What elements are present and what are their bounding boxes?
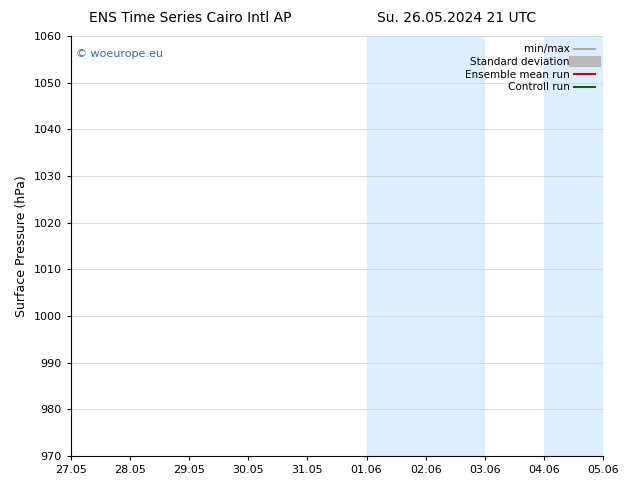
Text: © woeurope.eu: © woeurope.eu <box>76 49 163 59</box>
Text: Su. 26.05.2024 21 UTC: Su. 26.05.2024 21 UTC <box>377 11 536 25</box>
Bar <box>366 36 485 456</box>
Legend: min/max, Standard deviation, Ensemble mean run, Controll run: min/max, Standard deviation, Ensemble me… <box>462 41 598 96</box>
Y-axis label: Surface Pressure (hPa): Surface Pressure (hPa) <box>15 175 28 317</box>
Bar <box>544 36 603 456</box>
Text: ENS Time Series Cairo Intl AP: ENS Time Series Cairo Intl AP <box>89 11 292 25</box>
